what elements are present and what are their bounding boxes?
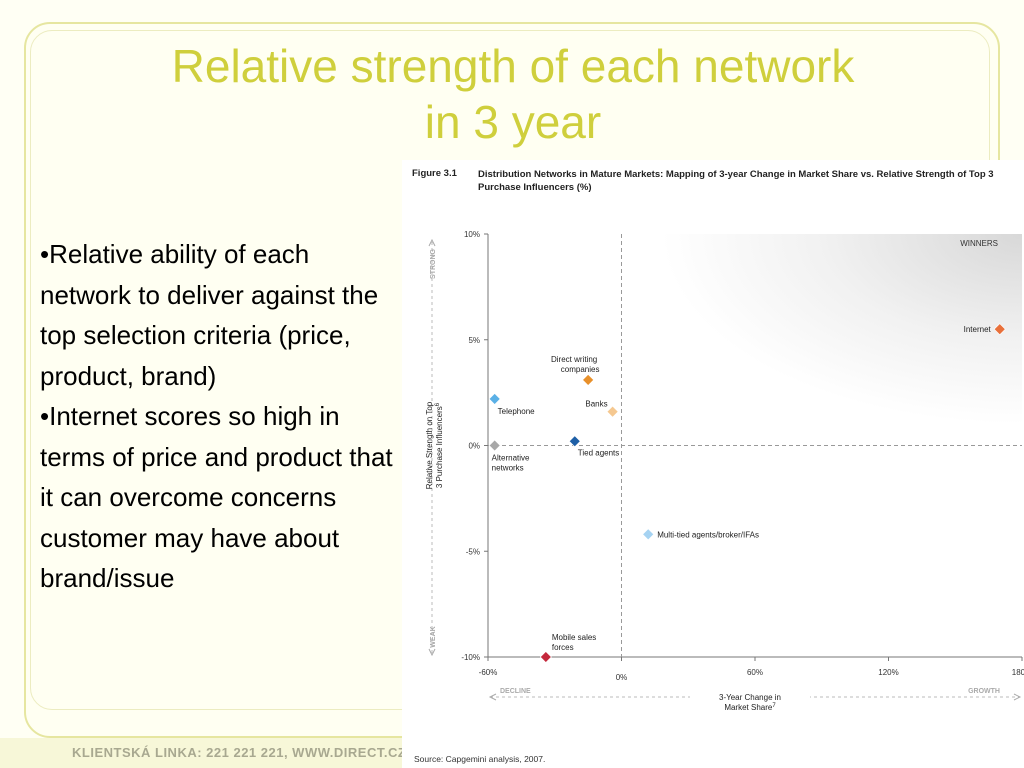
x-tick-label: 0%: [616, 673, 628, 682]
x-range-arrow-right: [1013, 693, 1022, 701]
x-tick-label: 120%: [878, 668, 898, 677]
point-label: Direct writing companies: [551, 355, 599, 374]
x-axis-end-right: GROWTH: [968, 688, 1000, 695]
y-tick-label: 10%: [464, 230, 480, 239]
y-tick-label: 0%: [468, 442, 480, 451]
x-axis-end-left: DECLINE: [500, 688, 531, 695]
y-range-arrow-up: [428, 238, 436, 247]
point-marker: [539, 651, 552, 663]
slide-title-line2: in 3 year: [424, 96, 602, 148]
point-label: Telephone: [498, 407, 535, 416]
point-marker: [488, 393, 501, 405]
x-axis-label-line1: 3-Year Change in: [719, 693, 781, 702]
point-label: Tied agents: [578, 448, 620, 457]
point-marker: [488, 439, 501, 452]
y-tick-label: 5%: [468, 336, 480, 345]
point-label: Banks: [585, 400, 607, 409]
bullet-list: •Relative ability of each network to del…: [40, 234, 402, 599]
point-marker: [606, 405, 619, 418]
y-tick-label: -10%: [461, 653, 480, 662]
point-marker: [582, 374, 595, 386]
bullet-item: •Relative ability of each network to del…: [40, 239, 379, 391]
winners-quadrant: [621, 234, 1022, 446]
x-axis-label-line2: Market Share7: [724, 703, 776, 712]
y-axis-end-top: STRONG: [430, 248, 437, 279]
point-marker: [993, 323, 1006, 336]
x-tick-label: 60%: [747, 668, 763, 677]
bullet-item: •Internet scores so high in terms of pri…: [40, 401, 393, 593]
point-label: Mobile sales forces: [552, 633, 596, 652]
y-axis-end-bottom: WEAK: [430, 626, 437, 647]
point-label: Alternative networks: [492, 454, 530, 473]
point-label: Internet: [964, 325, 992, 334]
x-tick-label: 180%: [1012, 668, 1024, 677]
point-marker: [642, 528, 655, 541]
x-range-arrow-left: [488, 693, 497, 701]
quadrant-label: WINNERS: [960, 239, 998, 248]
x-axis-label-bg: [690, 691, 810, 717]
point-label: Multi-tied agents/broker/IFAs: [657, 530, 759, 539]
footer-contact: KLIENTSKÁ LINKA: 221 221 221, WWW.DIRECT…: [72, 745, 407, 760]
y-tick-label: -5%: [466, 547, 480, 556]
figure-panel: Figure 3.1 Distribution Networks in Matu…: [402, 160, 1024, 768]
figure-label: Figure 3.1: [412, 168, 457, 179]
slide-title-line1: Relative strength of each network: [171, 40, 855, 92]
y-range-arrow-down: [428, 648, 436, 657]
y-axis-label: Relative Strength on Top3 Purchase Influ…: [425, 401, 444, 489]
figure-source: Source: Capgemini analysis, 2007.: [414, 754, 546, 764]
point-marker: [568, 435, 581, 448]
scatter-chart: WINNERS 10% 5% 0% -5% -10% -60% 0% 60% 120% 180% ST…: [425, 230, 1024, 717]
x-tick-label: -60%: [479, 668, 498, 677]
figure-title: Distribution Networks in Mature Markets:…: [478, 169, 994, 193]
